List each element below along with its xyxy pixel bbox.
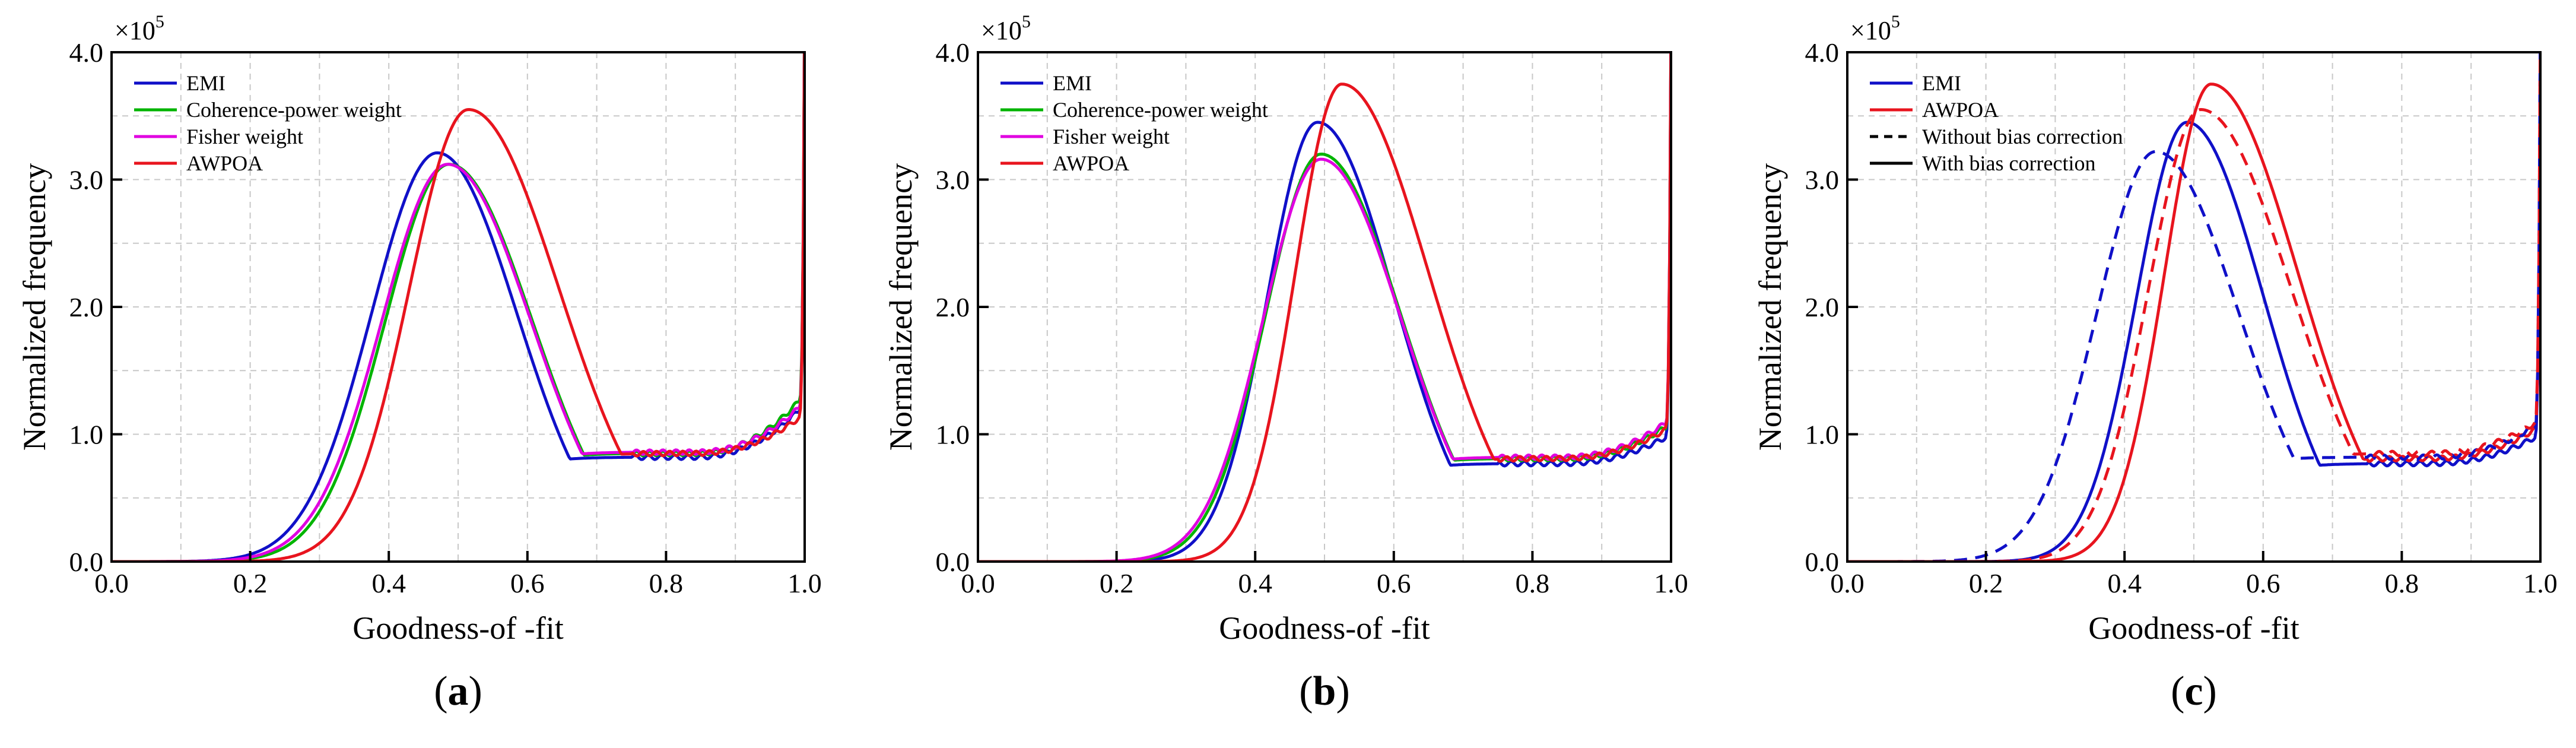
x-tick-label: 0.0 — [94, 568, 129, 598]
series-group — [1847, 52, 2540, 562]
series-line-4 — [978, 52, 1671, 562]
chart-panel-c: 0.0 0.2 0.4 0.6 0.8 1.0 0.0 1.0 2.0 3.0 4.0 ×105 Goo… — [1752, 12, 2558, 646]
legend-label: EMI — [186, 71, 225, 95]
legend-label: Fisher weight — [186, 125, 303, 148]
x-tick-label: 0.4 — [371, 568, 406, 598]
series-line-1 — [978, 52, 1671, 562]
y-tick-label: 2.0 — [1805, 292, 1840, 322]
panel-caption-a: (a) — [434, 668, 482, 714]
chart-panel-b: 0.0 0.2 0.4 0.6 0.8 1.0 0.0 1.0 2.0 3.0 4.0 ×105 Goo… — [883, 12, 1688, 646]
x-tick-label: 0.2 — [233, 568, 268, 598]
legend: EMI AWPOA Without bias correction With bias… — [1870, 71, 2123, 175]
y-tick-label: 2.0 — [936, 292, 970, 322]
legend-label: AWPOA — [1053, 151, 1129, 175]
y-tick-label: 0.0 — [936, 547, 970, 577]
x-tick-label: 1.0 — [787, 568, 822, 598]
legend-label: Without bias correction — [1922, 125, 2123, 148]
series-line-4 — [1847, 52, 2540, 562]
panel-label-c: c — [2184, 668, 2203, 714]
y-tick-label: 4.0 — [69, 37, 104, 68]
legend-label: Coherence-power weight — [186, 98, 402, 122]
x-tick-label: 0.6 — [2246, 568, 2280, 598]
y-multiplier-label: ×105 — [115, 12, 164, 45]
x-tick-label: 0.8 — [1516, 568, 1550, 598]
x-tick-label: 0.0 — [961, 568, 995, 598]
legend-label: EMI — [1922, 71, 1961, 95]
x-axis-title: Goodness-of -fit — [2088, 610, 2299, 646]
y-tick-label: 2.0 — [69, 292, 104, 322]
panel-label-a: a — [447, 668, 469, 714]
y-tick-label: 4.0 — [936, 37, 970, 68]
y-tick-label: 4.0 — [1805, 37, 1840, 68]
panel-label-b: b — [1313, 668, 1336, 714]
y-multiplier-label: ×105 — [1850, 12, 1900, 45]
x-tick-label: 0.8 — [2385, 568, 2419, 598]
y-tick-label: 1.0 — [936, 420, 970, 450]
legend: EMI Coherence-power weight Fisher weight AW… — [1000, 71, 1268, 175]
x-axis-title: Goodness-of -fit — [352, 610, 563, 646]
x-tick-label: 0.4 — [2107, 568, 2142, 598]
y-tick-label: 3.0 — [936, 165, 970, 195]
y-axis-title: Normalized frequency — [17, 163, 52, 451]
x-tick-label: 1.0 — [2523, 568, 2558, 598]
legend-label: Coherence-power weight — [1053, 98, 1268, 122]
legend-label: With bias correction — [1922, 151, 2095, 175]
y-tick-label: 3.0 — [69, 165, 104, 195]
panel-caption-c: (c) — [2171, 668, 2217, 714]
y-tick-label: 0.0 — [1805, 547, 1840, 577]
legend: EMI Coherence-power weight Fisher weight AW… — [134, 71, 402, 175]
y-multiplier-label: ×105 — [981, 12, 1031, 45]
x-tick-label: 1.0 — [1654, 568, 1688, 598]
y-tick-label: 0.0 — [69, 547, 104, 577]
series-line-2 — [1847, 52, 2540, 562]
x-tick-label: 0.8 — [649, 568, 684, 598]
x-tick-label: 0.4 — [1238, 568, 1272, 598]
series-line-1 — [1847, 52, 2540, 562]
y-tick-label: 1.0 — [1805, 420, 1840, 450]
x-tick-label: 0.0 — [1830, 568, 1864, 598]
legend-label: AWPOA — [186, 151, 263, 175]
x-tick-label: 0.6 — [510, 568, 545, 598]
x-tick-label: 0.6 — [1377, 568, 1411, 598]
x-axis-title: Goodness-of -fit — [1219, 610, 1430, 646]
legend-label: Fisher weight — [1053, 125, 1170, 148]
legend-label: EMI — [1053, 71, 1092, 95]
y-tick-label: 3.0 — [1805, 165, 1840, 195]
panel-caption-b: (b) — [1299, 668, 1350, 714]
y-axis-title: Normalized frequency — [883, 163, 919, 451]
x-tick-label: 0.2 — [1100, 568, 1134, 598]
y-axis-title: Normalized frequency — [1752, 163, 1788, 451]
x-tick-label: 0.2 — [1969, 568, 2003, 598]
y-tick-label: 1.0 — [69, 420, 104, 450]
chart-panel-a: 0.0 0.2 0.4 0.6 0.8 1.0 0.0 1.0 2.0 3.0 4.0 ×105 Goo… — [17, 12, 822, 646]
legend-label: AWPOA — [1922, 98, 1999, 122]
